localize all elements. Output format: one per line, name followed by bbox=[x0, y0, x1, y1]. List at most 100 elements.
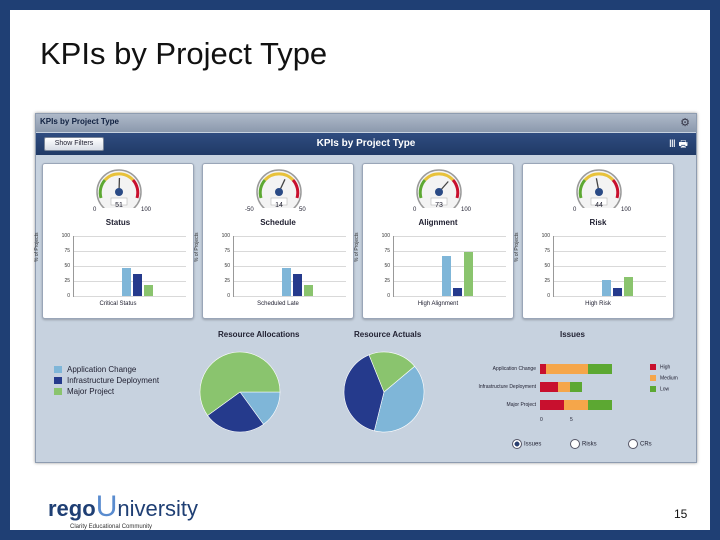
radio-button[interactable] bbox=[570, 439, 580, 449]
bar[interactable] bbox=[442, 256, 451, 296]
y-tick: 100 bbox=[61, 233, 70, 239]
resource-allocations-pie[interactable] bbox=[198, 350, 282, 434]
legend-item: Major Project bbox=[54, 386, 159, 397]
logo-tagline: Clarity Educational Community bbox=[70, 524, 153, 530]
bar[interactable] bbox=[122, 268, 131, 296]
gridline bbox=[394, 236, 506, 237]
gridline bbox=[74, 236, 186, 237]
pie-slice[interactable] bbox=[207, 391, 264, 433]
issues-bar[interactable] bbox=[588, 364, 612, 374]
x-axis-label: Critical Status bbox=[99, 301, 137, 307]
bar[interactable] bbox=[453, 287, 462, 296]
x-axis-label: High Alignment bbox=[417, 301, 459, 307]
y-tick: 25 bbox=[384, 278, 390, 284]
gauge-max: 100 bbox=[461, 207, 472, 213]
kpi-panel: 0 73 100 Alignment % of Projects 100 75 50… bbox=[354, 163, 514, 319]
gauge-value: 51 bbox=[115, 202, 123, 209]
legend-item: Infrastructure Deployment bbox=[54, 375, 159, 386]
legend-label: Low bbox=[660, 386, 670, 393]
bar[interactable] bbox=[293, 274, 302, 296]
gridline bbox=[554, 266, 666, 267]
bar[interactable] bbox=[602, 280, 611, 296]
issues-bar[interactable] bbox=[540, 364, 546, 374]
gridline bbox=[394, 251, 506, 252]
gauge bbox=[576, 169, 622, 208]
issues-bar[interactable] bbox=[564, 400, 588, 410]
gauge-min: -50 bbox=[245, 207, 254, 213]
y-axis-label: % of Projects bbox=[514, 232, 520, 262]
bar[interactable] bbox=[282, 268, 291, 296]
bar[interactable] bbox=[304, 285, 313, 296]
x-axis-label: High Risk bbox=[585, 301, 611, 307]
gauge-max: 100 bbox=[621, 207, 632, 213]
gridline bbox=[234, 236, 346, 237]
gridline bbox=[554, 296, 666, 297]
gridline bbox=[394, 296, 506, 297]
radio-issues[interactable]: Issues bbox=[512, 439, 541, 449]
bar-plot: 100 75 50 25 0 bbox=[62, 233, 186, 299]
columns-icon[interactable]: Ⅲ bbox=[668, 139, 676, 150]
bar[interactable] bbox=[624, 277, 633, 296]
window-title: KPIs by Project Type bbox=[40, 117, 119, 126]
gauge-max: 50 bbox=[299, 207, 306, 213]
slide-title: KPIs by Project Type bbox=[40, 36, 328, 71]
radio-risks[interactable]: Risks bbox=[570, 439, 597, 449]
issues-category-label: Application Change bbox=[492, 366, 536, 372]
legend-swatch bbox=[54, 388, 62, 396]
legend-label: Major Project bbox=[67, 387, 115, 396]
pie-slice[interactable] bbox=[368, 351, 416, 393]
issues-bar[interactable] bbox=[570, 382, 582, 392]
panel-title: Status bbox=[105, 218, 131, 227]
bar[interactable] bbox=[464, 251, 473, 296]
issues-legend-item: High bbox=[650, 364, 670, 370]
y-tick: 75 bbox=[64, 248, 70, 254]
issues-x-tick: 5 bbox=[570, 417, 573, 423]
legend-swatch bbox=[54, 377, 62, 385]
slide: KPIs by Project Type KPIs by Project Typ… bbox=[10, 10, 710, 530]
legend-swatch bbox=[54, 366, 62, 374]
pie-slice[interactable] bbox=[199, 351, 281, 416]
gridline bbox=[74, 296, 186, 297]
y-tick: 75 bbox=[224, 248, 230, 254]
bar[interactable] bbox=[613, 287, 622, 296]
bar[interactable] bbox=[144, 285, 153, 296]
bar[interactable] bbox=[133, 274, 142, 296]
pie-slice[interactable] bbox=[373, 365, 425, 433]
x-axis-label: Scheduled Late bbox=[257, 301, 299, 307]
issues-bar[interactable] bbox=[588, 400, 612, 410]
issues-title: Issues bbox=[560, 330, 585, 339]
issues-bar[interactable] bbox=[540, 382, 558, 392]
kpi-panel: 0 44 100 Risk % of Projects 100 75 50 25 0 H… bbox=[514, 163, 674, 319]
issues-bar[interactable] bbox=[546, 364, 588, 374]
pie-slice[interactable] bbox=[343, 354, 385, 432]
y-tick: 50 bbox=[224, 263, 230, 269]
gridline bbox=[74, 251, 186, 252]
resource-actuals-title: Resource Actuals bbox=[354, 330, 422, 339]
radio-button[interactable] bbox=[512, 439, 522, 449]
kpi-panel: -50 14 50 Schedule % of Projects 100 75 50… bbox=[194, 163, 354, 319]
y-tick: 50 bbox=[544, 263, 550, 269]
issues-bar[interactable] bbox=[540, 400, 564, 410]
gear-icon[interactable]: ⚙ bbox=[680, 117, 690, 129]
radio-label: CRs bbox=[640, 441, 652, 448]
issues-bar[interactable] bbox=[558, 382, 570, 392]
radio-button[interactable] bbox=[628, 439, 638, 449]
legend-label: High bbox=[660, 364, 671, 371]
show-filters-button[interactable]: Show Filters bbox=[44, 137, 104, 151]
bar-plot: 100 75 50 25 0 bbox=[382, 233, 506, 299]
resource-actuals-pie[interactable] bbox=[342, 350, 426, 434]
legend-item: Application Change bbox=[54, 364, 159, 375]
print-icon[interactable]: 🖶 bbox=[678, 139, 688, 150]
legend-label: Infrastructure Deployment bbox=[67, 376, 160, 385]
gauge-max: 100 bbox=[141, 207, 152, 213]
y-tick: 50 bbox=[64, 263, 70, 269]
y-tick: 25 bbox=[64, 278, 70, 284]
panel-title: Risk bbox=[589, 218, 607, 227]
gridline bbox=[234, 296, 346, 297]
y-tick: 25 bbox=[224, 278, 230, 284]
issues-legend-item: Medium bbox=[650, 375, 678, 381]
y-tick: 0 bbox=[547, 293, 550, 299]
radio-crs[interactable]: CRs bbox=[628, 439, 652, 449]
gauge-value: 14 bbox=[275, 202, 283, 209]
issues-category-label: Major Project bbox=[506, 402, 536, 408]
